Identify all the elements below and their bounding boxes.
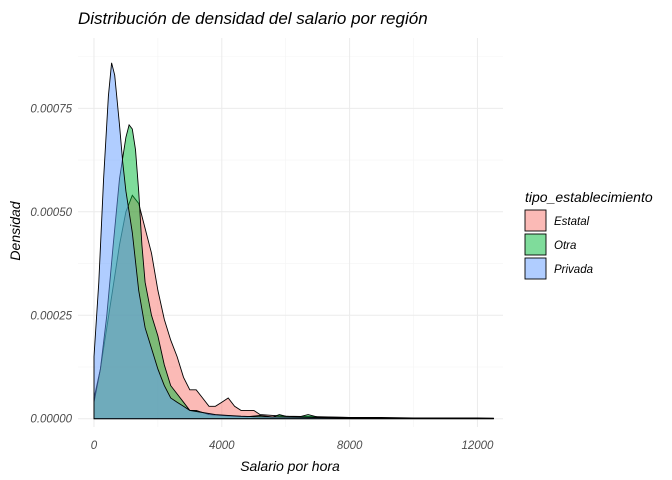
x-tick-label: 12000 <box>461 440 494 452</box>
y-tick-label: 0.00000 <box>30 414 72 426</box>
legend-key-privada <box>524 257 547 280</box>
x-tick-label: 0 <box>91 440 98 452</box>
legend-title: tipo_establecimiento <box>525 189 653 205</box>
legend-key-otra <box>524 233 547 256</box>
x-tick-labels: 0 4000 8000 12000 <box>91 440 494 452</box>
density-area-privada <box>93 62 494 420</box>
density-areas <box>93 62 494 420</box>
y-axis-label: Densidad <box>7 200 23 260</box>
y-tick-label: 0.00025 <box>30 310 72 322</box>
legend-key-estatal <box>524 209 547 232</box>
y-tick-labels: 0.00000 0.00025 0.00050 0.00075 <box>30 103 72 425</box>
x-tick-label: 8000 <box>337 440 363 452</box>
x-tick-label: 4000 <box>209 440 235 452</box>
y-tick-label: 0.00050 <box>30 207 72 219</box>
legend-label-otra: Otra <box>554 240 576 252</box>
legend: tipo_establecimiento Estatal Otra Privada <box>524 189 653 280</box>
y-tick-label: 0.00075 <box>30 103 72 115</box>
x-axis-label: Salario por hora <box>240 458 340 474</box>
legend-items: Estatal Otra Privada <box>524 209 593 280</box>
chart-title: Distribución de densidad del salario por… <box>78 9 428 28</box>
legend-label-estatal: Estatal <box>554 216 590 228</box>
legend-label-privada: Privada <box>554 264 593 276</box>
